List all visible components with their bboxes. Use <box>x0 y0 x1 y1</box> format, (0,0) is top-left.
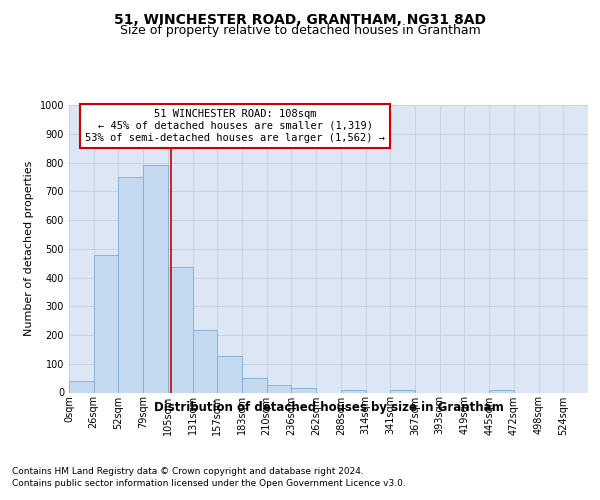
Bar <box>94 254 118 392</box>
Bar <box>267 384 292 392</box>
Bar <box>242 378 267 392</box>
Text: Contains public sector information licensed under the Open Government Licence v3: Contains public sector information licen… <box>12 479 406 488</box>
Bar <box>69 381 94 392</box>
Bar <box>168 268 193 392</box>
Bar <box>390 390 415 392</box>
Bar <box>489 390 514 392</box>
Y-axis label: Number of detached properties: Number of detached properties <box>24 161 34 336</box>
Bar <box>118 177 143 392</box>
Text: 51 WINCHESTER ROAD: 108sqm
← 45% of detached houses are smaller (1,319)
53% of s: 51 WINCHESTER ROAD: 108sqm ← 45% of deta… <box>85 110 385 142</box>
Bar <box>193 330 217 392</box>
Text: Distribution of detached houses by size in Grantham: Distribution of detached houses by size … <box>154 401 503 414</box>
Text: 51, WINCHESTER ROAD, GRANTHAM, NG31 8AD: 51, WINCHESTER ROAD, GRANTHAM, NG31 8AD <box>114 12 486 26</box>
Bar <box>341 390 365 392</box>
Text: Size of property relative to detached houses in Grantham: Size of property relative to detached ho… <box>119 24 481 37</box>
Bar <box>217 356 242 393</box>
Bar <box>292 388 316 392</box>
Bar <box>143 166 168 392</box>
Text: Contains HM Land Registry data © Crown copyright and database right 2024.: Contains HM Land Registry data © Crown c… <box>12 468 364 476</box>
